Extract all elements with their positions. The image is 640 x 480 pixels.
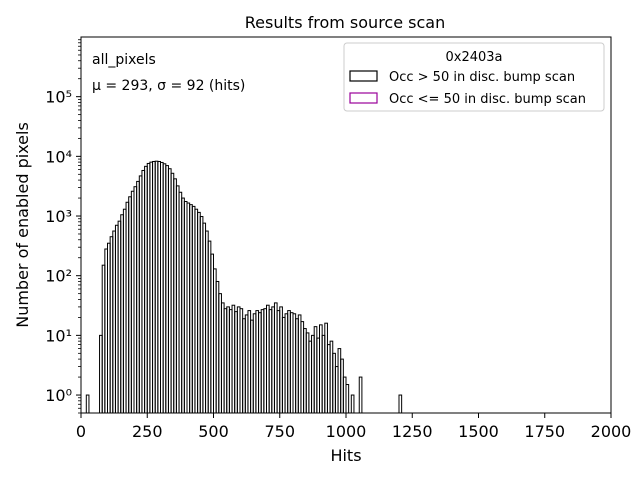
dataset-annotation: all_pixels (92, 52, 156, 68)
y-tick-label: 10⁴ (45, 147, 72, 166)
x-tick-label: 1250 (392, 422, 433, 441)
y-tick-label: 10² (45, 267, 72, 286)
y-tick-label: 10¹ (45, 326, 72, 345)
y-tick-label: 10⁰ (45, 386, 72, 405)
legend-label-occ-le-50: Occ <= 50 in disc. bump scan (389, 92, 586, 107)
y-axis-label: Number of enabled pixels (13, 122, 32, 328)
y-tick-label: 10⁵ (45, 88, 72, 107)
x-axis-label: Hits (330, 446, 361, 465)
legend-title: 0x2403a (445, 50, 502, 65)
x-tick-label: 250 (132, 422, 163, 441)
legend-frame (343, 42, 605, 112)
legend-swatch-occ-le-50 (349, 92, 378, 104)
histogram-bar (358, 376, 363, 414)
x-tick-label: 0 (76, 422, 86, 441)
legend: 0x2403a Occ > 50 in disc. bump scan Occ … (343, 42, 605, 112)
y-tick-label: 10³ (45, 207, 72, 226)
histogram-bars (85, 160, 403, 414)
x-tick-label: 2000 (591, 422, 632, 441)
histogram-bar (398, 394, 403, 414)
legend-label-occ-gt-50: Occ > 50 in disc. bump scan (389, 70, 575, 85)
legend-swatch-occ-gt-50 (349, 70, 378, 82)
stats-annotation: μ = 293, σ = 92 (hits) (92, 78, 245, 94)
histogram-bar (350, 394, 355, 414)
x-tick-label: 500 (198, 422, 229, 441)
x-tick-label: 750 (264, 422, 295, 441)
chart-title: Results from source scan (245, 13, 445, 32)
plot-area (85, 160, 403, 414)
x-tick-label: 1000 (326, 422, 367, 441)
x-tick-label: 1750 (524, 422, 565, 441)
y-axis-ticks: 10⁰ 10¹ 10² 10³ 10⁴ 10⁵ (45, 39, 81, 414)
x-tick-label: 1500 (458, 422, 499, 441)
histogram-bar (85, 394, 90, 414)
histogram-bar (345, 384, 350, 414)
x-axis-ticks: 0 250 500 750 1000 1250 1500 1750 2000 (76, 413, 631, 441)
